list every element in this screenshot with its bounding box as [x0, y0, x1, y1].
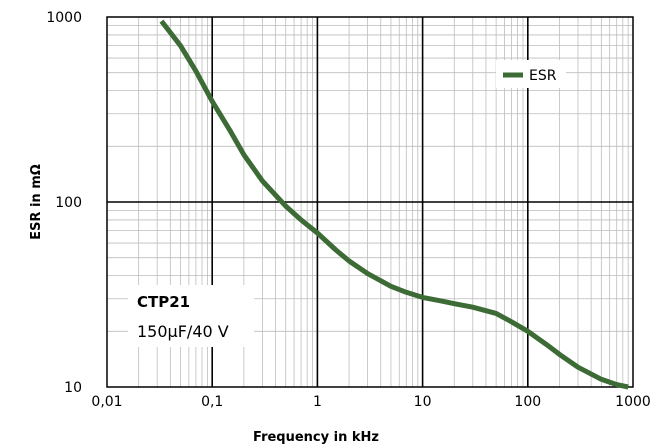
- series-group: [159, 19, 629, 390]
- x-tick-label: 1000: [615, 394, 651, 410]
- series-line-esr: [159, 19, 629, 390]
- x-tick-label: 10: [414, 394, 432, 410]
- y-tick-label: 100: [55, 195, 82, 211]
- x-tick-label: 100: [514, 394, 541, 410]
- y-tick-label: 10: [64, 380, 82, 396]
- plot-border: [106, 16, 634, 388]
- legend: ESR: [496, 60, 566, 88]
- x-tick-label: 0,1: [201, 394, 223, 410]
- y-tick-labels: 10 100 1000: [46, 10, 82, 396]
- device-annotation: CTP21 150µF/40 V: [128, 285, 254, 347]
- annotation-background: [128, 285, 254, 347]
- annotation-title: CTP21: [137, 293, 190, 311]
- x-tick-label: 0,01: [91, 394, 122, 410]
- y-axis-label: ESR in mΩ: [29, 164, 44, 240]
- legend-label-esr: ESR: [529, 68, 557, 84]
- x-tick-label: 1: [313, 394, 322, 410]
- y-tick-label: 1000: [46, 10, 82, 26]
- annotation-subtitle: 150µF/40 V: [137, 322, 229, 341]
- x-axis-label: Frequency in kHz: [253, 430, 379, 445]
- x-tick-labels: 0,01 0,1 1 10 100 1000: [91, 394, 650, 410]
